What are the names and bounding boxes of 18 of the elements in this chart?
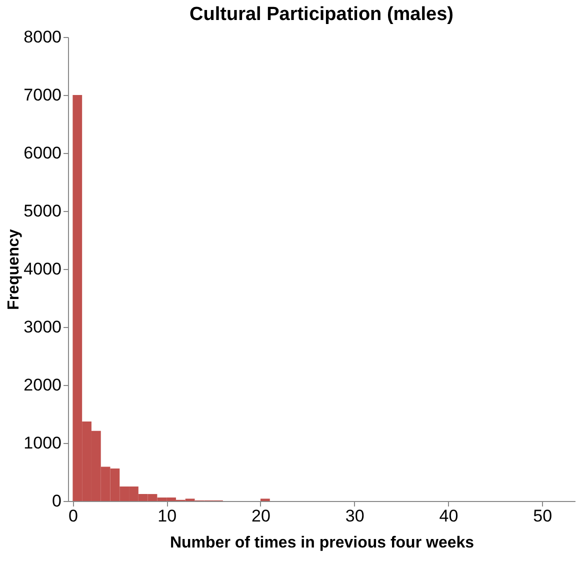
y-tick-label: 2000 — [24, 376, 62, 394]
y-axis-title: Frequency — [6, 228, 23, 310]
x-tick-label: 20 — [252, 506, 270, 526]
y-tick-label: 1000 — [24, 434, 62, 452]
x-tick-label: 50 — [533, 506, 552, 526]
y-tick-label: 6000 — [24, 144, 62, 162]
x-axis-title: Number of times in previous four weeks — [170, 534, 474, 552]
x-tick-label: 0 — [68, 506, 78, 526]
chart-title: Cultural Participation (males) — [190, 4, 454, 25]
x-tick-label: 10 — [158, 506, 177, 526]
y-tick-label: 7000 — [24, 86, 62, 104]
y-tick-label: 3000 — [24, 318, 62, 336]
y-tick-label: 0 — [52, 492, 62, 510]
y-tick-label: 8000 — [24, 28, 62, 46]
x-tick-label: 30 — [345, 506, 364, 526]
y-tick-label: 5000 — [24, 202, 62, 220]
x-tick-label: 40 — [439, 506, 458, 526]
y-tick-label: 4000 — [24, 260, 62, 278]
